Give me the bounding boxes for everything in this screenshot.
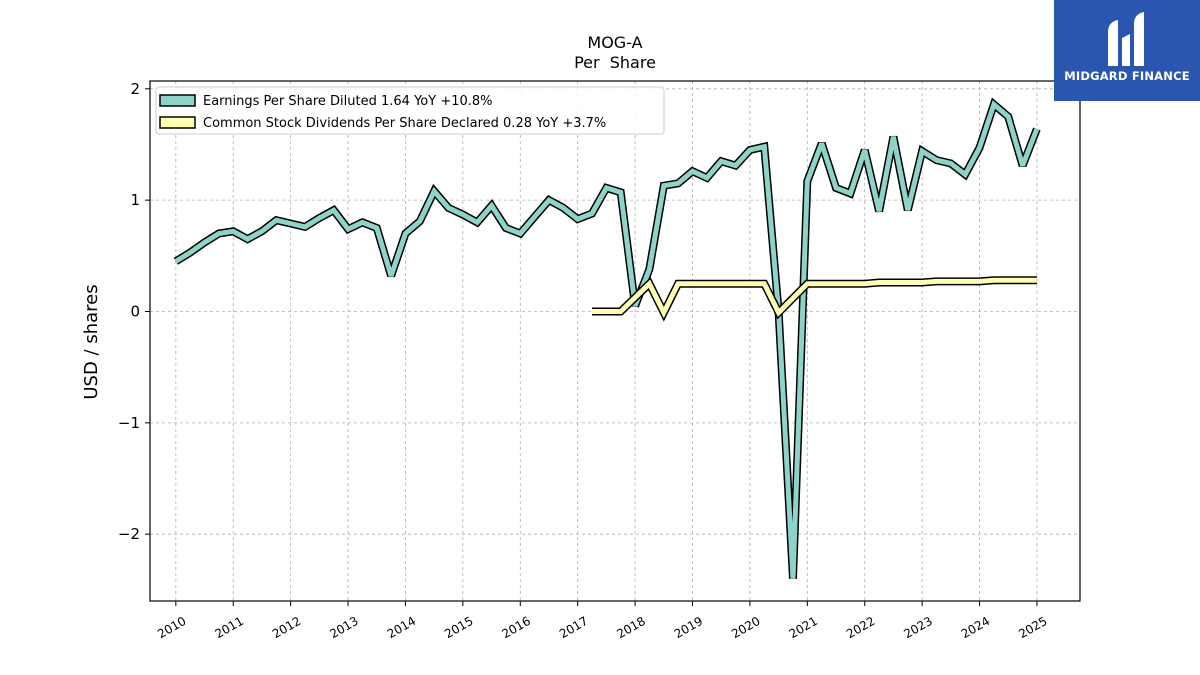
midgard-finance-logo: MIDGARD FINANCE [1054,0,1200,101]
legend-swatch [159,94,196,107]
logo-text: MIDGARD FINANCE [1064,69,1190,83]
y-tick-label: −2 [118,525,140,543]
chart-subtitle: Per Share [574,53,656,72]
y-axis-label: USD / shares [81,284,102,399]
legend-label: Common Stock Dividends Per Share Declare… [203,116,606,131]
x-tick-label: 2013 [327,614,360,641]
x-tick-label: 2020 [729,614,762,641]
axis-ticks: 2 1 0 −1 −2 2010 2011 2012 2013 2014 2015 2016 2017 2… [118,80,1050,641]
x-tick-label: 2015 [442,614,475,641]
series-group [173,97,1041,579]
legend-swatch [159,116,196,129]
legend: Earnings Per Share Diluted 1.64 YoY +10.… [155,86,665,135]
x-tick-label: 2022 [844,614,877,641]
x-tick-label: 2025 [1016,614,1049,641]
series-0-line [174,100,1040,579]
y-tick-label: 1 [130,191,140,209]
y-tick-label: 0 [130,302,140,320]
x-tick-label: 2021 [787,614,820,641]
series-1-line [592,277,1037,319]
chart-title: MOG-A [587,33,642,52]
legend-label: Earnings Per Share Diluted 1.64 YoY +10.… [203,94,493,109]
x-tick-label: 2024 [959,614,992,641]
x-tick-label: 2016 [500,614,533,641]
plot-frame [149,80,1081,602]
legend-box [155,86,665,135]
x-tick-label: 2014 [385,614,418,641]
x-tick-label: 2017 [557,614,590,641]
x-tick-label: 2010 [155,614,188,641]
series-0-outline [173,97,1041,579]
x-tick-label: 2012 [270,614,303,641]
y-tick-label: 2 [130,80,140,98]
y-tick-label: −1 [118,414,140,432]
x-tick-label: 2019 [672,614,705,641]
x-tick-label: 2011 [213,614,246,641]
x-tick-label: 2018 [614,614,647,641]
x-tick-label: 2023 [901,614,934,641]
logo-mark-icon [1108,12,1144,66]
